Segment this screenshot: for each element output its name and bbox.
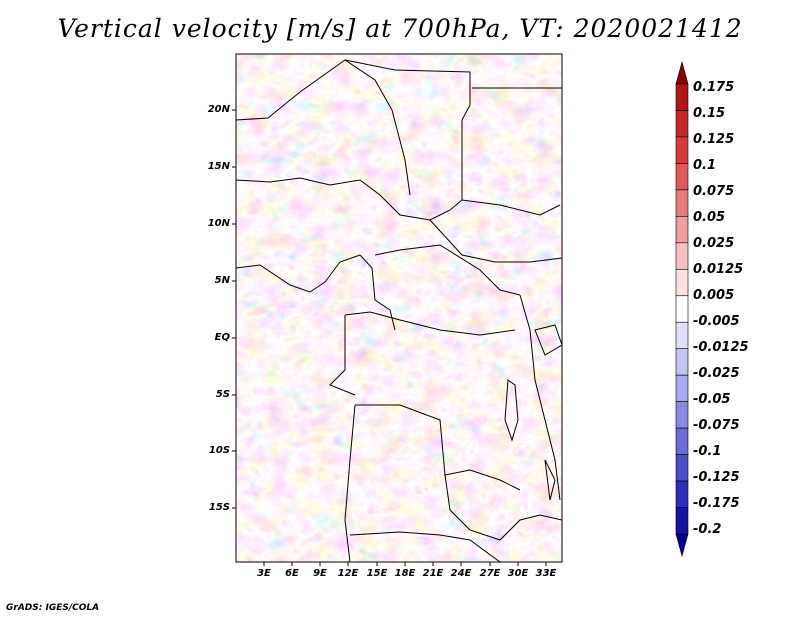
map-frame [235, 53, 563, 563]
border-north-1 [236, 59, 411, 196]
colorbar-label-1: 0.15 [693, 106, 726, 121]
axis-ticks [232, 109, 547, 566]
lat-label-15n: 15N [207, 161, 230, 172]
colorbar-label-9: -0.005 [693, 314, 740, 329]
lon-label-6e: 6E [285, 568, 299, 579]
colorbar-label-6: 0.025 [693, 236, 735, 251]
colorbar-swatch-12 [675, 374, 689, 402]
border-sudan [429, 219, 562, 263]
colorbar [675, 60, 689, 558]
colorbar-swatch-0 [675, 60, 689, 85]
colorbar-label-4: 0.075 [693, 184, 735, 199]
lat-label-5s: 5S [215, 389, 230, 400]
lon-label-24e: 24E [450, 568, 472, 579]
lat-label-10n: 10N [207, 218, 230, 229]
colorbar-swatch-5 [675, 189, 689, 217]
lon-label-27e: 27E [479, 568, 501, 579]
lon-label-12e: 12E [337, 568, 359, 579]
border-angola [344, 404, 356, 562]
border-car [374, 244, 521, 296]
colorbar-label-2: 0.125 [693, 132, 735, 147]
map-title: Vertical velocity [m/s] at 700hPa, VT: 2… [57, 14, 743, 43]
colorbar-swatch-9 [675, 295, 689, 323]
border-west-coast [236, 254, 361, 293]
colorbar-swatch-15 [675, 454, 689, 482]
border-east [519, 294, 561, 501]
lake-malawi [544, 459, 556, 501]
colorbar-label-3: 0.1 [693, 158, 717, 173]
lon-label-9e: 9E [313, 568, 327, 579]
country-borders [236, 59, 562, 562]
lake-victoria [534, 324, 562, 356]
lon-label-21e: 21E [422, 568, 444, 579]
colorbar-swatch-6 [675, 216, 689, 244]
border-south [349, 531, 501, 562]
lon-label-3e: 3E [257, 568, 271, 579]
lat-label-20n: 20N [207, 104, 230, 115]
colorbar-swatch-16 [675, 480, 689, 508]
colorbar-label-11: -0.025 [693, 366, 740, 381]
lat-label-10s: 10S [208, 445, 230, 456]
colorbar-label-16: -0.175 [693, 496, 740, 511]
lon-label-18e: 18E [394, 568, 416, 579]
colorbar-swatch-2 [675, 110, 689, 138]
border-sahel [236, 177, 561, 221]
colorbar-swatch-4 [675, 163, 689, 191]
colorbar-swatch-14 [675, 427, 689, 455]
border-drc-north [344, 311, 516, 336]
colorbar-swatch-10 [675, 321, 689, 350]
colorbar-swatch-18 [675, 533, 689, 558]
lon-label-30e: 30E [507, 568, 529, 579]
lon-label-15e: 15E [366, 568, 388, 579]
colorbar-label-0: 0.175 [693, 80, 735, 95]
colorbar-label-7: 0.0125 [693, 262, 744, 277]
border-congo [329, 315, 356, 396]
colorbar-swatch-3 [675, 136, 689, 164]
colorbar-label-5: 0.05 [693, 210, 726, 225]
colorbar-label-15: -0.125 [693, 470, 740, 485]
border-cameroon [359, 254, 396, 331]
colorbar-label-8: 0.005 [693, 288, 735, 303]
lon-label-33e: 33E [535, 568, 557, 579]
colorbar-label-10: -0.0125 [693, 340, 749, 355]
lake-tanganyika [504, 379, 519, 442]
colorbar-label-14: -0.1 [693, 444, 722, 459]
colorbar-label-17: -0.2 [693, 522, 722, 537]
velocity-field [236, 54, 562, 562]
colorbar-swatch-1 [675, 83, 689, 111]
colorbar-swatch-13 [675, 401, 689, 429]
border-north-2 [344, 59, 471, 200]
lat-label-5n: 5N [214, 275, 230, 286]
colorbar-swatch-17 [675, 507, 689, 535]
colorbar-swatch-8 [675, 268, 689, 297]
colorbar-swatch-7 [675, 242, 689, 270]
credit-text: GrADS: IGES/COLA [6, 603, 100, 613]
colorbar-label-13: -0.075 [693, 418, 740, 433]
border-zambia [444, 474, 562, 541]
colorbar-label-12: -0.05 [693, 392, 731, 407]
lat-label-eq: EQ [214, 332, 230, 343]
lat-label-15s: 15S [208, 502, 230, 513]
colorbar-swatch-11 [675, 348, 689, 376]
